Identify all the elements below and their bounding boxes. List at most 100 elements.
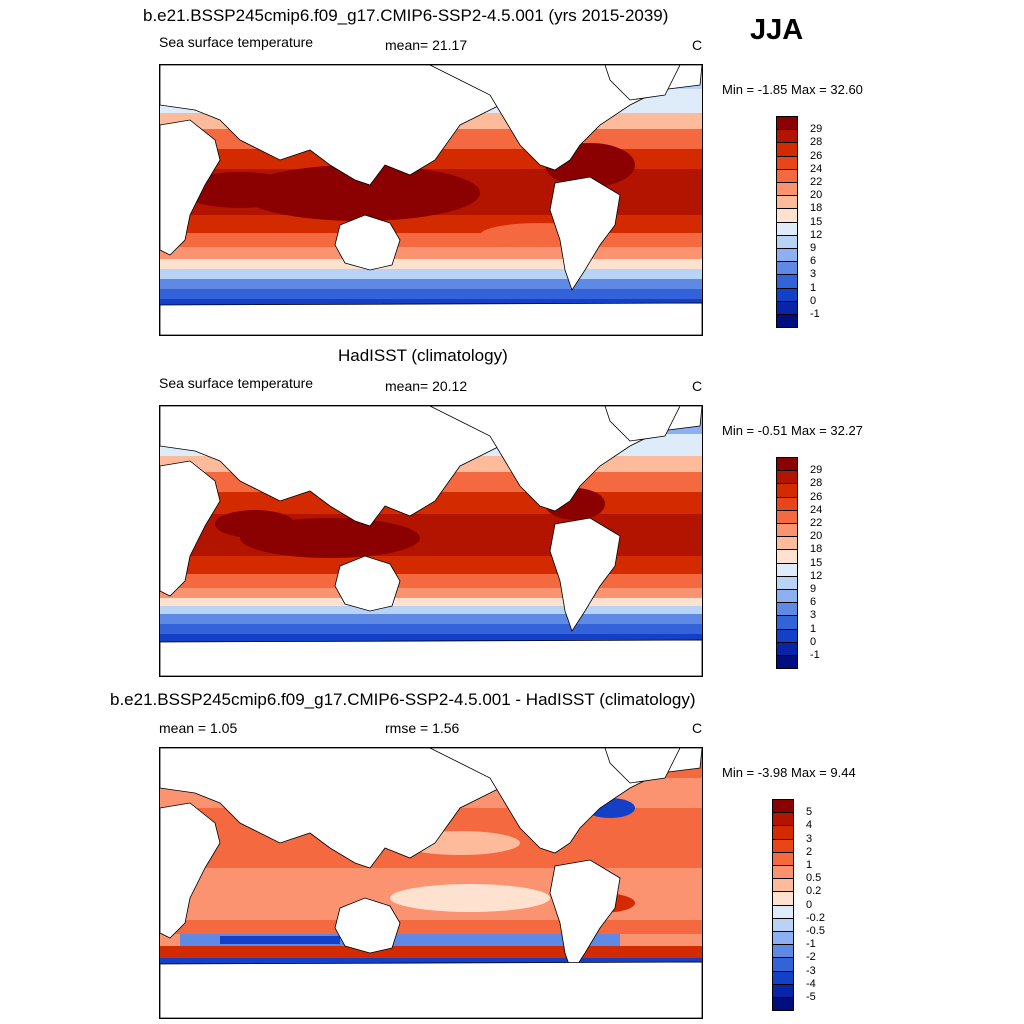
panel-2-minmax: Min = -0.51 Max = 32.27	[722, 423, 863, 438]
colorbar-tick-label: 29	[810, 123, 823, 136]
colorbar-swatch	[776, 168, 798, 183]
colorbar-tick-label: 15	[810, 215, 823, 228]
colorbar-tick-label: 20	[810, 530, 823, 543]
colorbar-swatch	[776, 523, 798, 538]
panel-2-mean-label: mean= 20.12	[385, 378, 468, 394]
colorbar-tick-label: 3	[806, 832, 813, 845]
colorbar-swatch	[772, 878, 794, 893]
colorbar-swatch	[776, 116, 798, 131]
colorbar-swatch	[776, 129, 798, 144]
colorbar-swatch	[776, 221, 798, 236]
colorbar-tick-label: 0.2	[806, 885, 822, 898]
colorbar-tick-label: 26	[810, 149, 823, 162]
colorbar-swatch	[772, 931, 794, 946]
colorbar-swatch	[776, 470, 798, 485]
colorbar-swatch	[772, 997, 794, 1012]
panel-1-units: C	[692, 37, 703, 53]
colorbar-swatch	[772, 904, 794, 919]
colorbar-swatch	[776, 602, 798, 617]
colorbar-swatch	[776, 562, 798, 577]
panel-1-minmax: Min = -1.85 Max = 32.60	[722, 82, 863, 97]
colorbar-tick-label: -5	[806, 991, 816, 1003]
colorbar-tick-label: -2	[806, 951, 816, 964]
panel-1-variable-label: Sea surface temperature	[159, 34, 314, 50]
panel-1-mean-label: mean= 21.17	[385, 37, 468, 53]
colorbar-tick-label: 24	[810, 503, 823, 516]
colorbar-swatch	[776, 248, 798, 263]
colorbar-tick-label: 24	[810, 162, 823, 175]
colorbar-swatch	[772, 825, 794, 840]
season-label: JJA	[750, 14, 804, 46]
panel-2-variable-label: Sea surface temperature	[159, 375, 314, 391]
colorbar-swatch	[776, 155, 798, 170]
colorbar-swatch	[772, 944, 794, 959]
colorbar-swatch	[776, 628, 798, 643]
colorbar-swatch	[772, 865, 794, 880]
colorbar-tick-label: 6	[810, 255, 817, 268]
colorbar-tick-label: 12	[810, 228, 823, 241]
colorbar-swatch	[776, 615, 798, 630]
colorbar-tick-label: 1	[810, 622, 817, 635]
colorbar-tick-label: 9	[810, 242, 817, 254]
colorbar-tick-label: 1	[810, 281, 817, 294]
colorbar-tick-label: 29	[810, 464, 823, 477]
colorbar-swatch	[776, 274, 798, 289]
colorbar-swatch	[776, 314, 798, 329]
colorbar-swatch	[776, 549, 798, 564]
colorbar-tick-label: 18	[810, 543, 823, 556]
panel-3-units: C	[692, 720, 703, 736]
colorbar-tick-label: 3	[810, 268, 817, 281]
panel-2-map	[159, 405, 703, 677]
panel-2-title: HadISST (climatology)	[338, 346, 508, 365]
colorbar-tick-label: 4	[806, 819, 813, 832]
colorbar-tick-label: -0.2	[806, 911, 825, 924]
panel-1-title: b.e21.BSSP245cmip6.f09_g17.CMIP6-SSP2-4.…	[143, 6, 669, 25]
colorbar-tick-label: 1	[806, 859, 813, 871]
colorbar-tick-label: -1	[806, 938, 816, 951]
panel-2-units: C	[692, 378, 703, 394]
colorbar-tick-label: -3	[806, 964, 816, 977]
colorbar-tick-label: 12	[810, 569, 823, 582]
colorbar-tick-label: 0	[806, 898, 813, 911]
colorbar-tick-label: -4	[806, 977, 816, 990]
panel-3-rmse-label: rmse = 1.56	[385, 720, 460, 736]
colorbar-swatch	[772, 838, 794, 853]
colorbar-tick-label: 0	[810, 294, 817, 307]
colorbar-swatch	[776, 234, 798, 249]
colorbar-swatch	[772, 917, 794, 932]
colorbar-tick-label: 22	[810, 176, 823, 188]
colorbar-tick-label: 9	[810, 583, 817, 595]
colorbar-swatch	[776, 655, 798, 670]
colorbar-tick-label: 20	[810, 189, 823, 202]
colorbar-tick-label: -1	[810, 649, 820, 661]
colorbar-swatch	[776, 457, 798, 472]
colorbar-swatch	[776, 287, 798, 302]
panel-3-map	[159, 747, 703, 1019]
panel-1-map	[159, 64, 703, 336]
colorbar-swatch	[776, 536, 798, 551]
colorbar-tick-label: 0	[810, 635, 817, 648]
colorbar-tick-label: 22	[810, 517, 823, 529]
colorbar-tick-label: 28	[810, 477, 823, 490]
colorbar-swatch	[772, 799, 794, 814]
colorbar-tick-label: -0.5	[806, 925, 825, 937]
panel-3-title: b.e21.BSSP245cmip6.f09_g17.CMIP6-SSP2-4.…	[110, 690, 696, 709]
colorbar-tick-label: 2	[806, 845, 813, 858]
colorbar-swatch	[776, 509, 798, 524]
colorbar-swatch	[776, 483, 798, 498]
colorbar-swatch	[772, 983, 794, 998]
colorbar-swatch	[772, 891, 794, 906]
colorbar-swatch	[776, 182, 798, 197]
colorbar-tick-label: 15	[810, 556, 823, 569]
colorbar-swatch	[776, 208, 798, 223]
colorbar-tick-label: -1	[810, 308, 820, 320]
colorbar-swatch	[776, 496, 798, 511]
colorbar-tick-label: 26	[810, 490, 823, 503]
colorbar-tick-label: 28	[810, 136, 823, 149]
colorbar-swatch	[772, 970, 794, 985]
colorbar-tick-label: 3	[810, 609, 817, 622]
colorbar-tick-label: 5	[806, 806, 813, 819]
panel-3-minmax: Min = -3.98 Max = 9.44	[722, 765, 856, 780]
colorbar-swatch	[776, 300, 798, 315]
colorbar-swatch	[772, 812, 794, 827]
